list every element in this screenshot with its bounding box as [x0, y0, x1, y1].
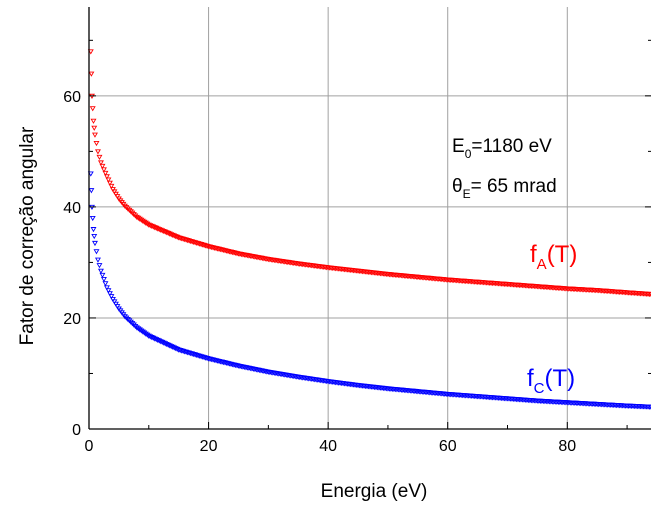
series-label-fc-rest: (T)	[545, 365, 576, 392]
data-point	[126, 318, 133, 324]
data-point	[89, 215, 96, 222]
data-point	[124, 206, 131, 212]
data-point	[127, 209, 134, 215]
x-tick-label: 0	[85, 438, 94, 455]
data-point	[100, 277, 107, 283]
data-point	[114, 304, 121, 310]
x-axis-label: Energia (eV)	[321, 481, 428, 502]
data-point	[126, 207, 133, 214]
data-point	[123, 315, 130, 321]
x-tick-label: 40	[319, 438, 337, 455]
data-point	[91, 240, 98, 247]
data-point	[97, 160, 104, 166]
x-tick-label: 20	[200, 438, 218, 455]
y-axis-label: Fator de correção angular	[17, 126, 38, 345]
series-label-fa-base: f	[530, 241, 537, 268]
y-tick-label: 20	[63, 311, 81, 328]
data-point	[121, 314, 128, 320]
data-point	[111, 299, 118, 305]
annotation-energy-rest: =1180 eV	[471, 136, 552, 157]
y-tick-label: 60	[63, 89, 81, 106]
data-point	[130, 322, 137, 328]
data-point	[97, 268, 104, 274]
data-point	[123, 205, 130, 211]
series-fa	[87, 49, 651, 298]
y-tick-label: 40	[63, 200, 81, 217]
annotation-energy-base: E	[452, 136, 465, 157]
data-point	[111, 189, 118, 195]
data-point	[102, 170, 109, 176]
data-point	[94, 257, 101, 263]
data-point	[94, 149, 101, 155]
data-point	[103, 174, 110, 180]
data-point	[105, 177, 112, 183]
data-point	[90, 118, 97, 124]
data-point	[108, 294, 115, 300]
data-point	[109, 187, 116, 193]
annotation-angle-sub: E	[463, 187, 471, 201]
annotation-angle: θE= 65 mrad	[452, 176, 557, 201]
x-tick-label: 80	[558, 438, 576, 455]
data-point	[132, 213, 139, 219]
data-point	[91, 132, 98, 138]
data-point	[112, 301, 119, 307]
series-label-fc: fC(T)	[527, 365, 575, 397]
annotation-angle-rest: = 65 mrad	[471, 176, 557, 197]
data-point	[648, 404, 651, 410]
data-point	[100, 167, 107, 173]
data-point	[99, 163, 106, 170]
data-point	[108, 183, 115, 190]
data-point	[88, 71, 95, 77]
axes	[88, 7, 651, 430]
data-point	[96, 263, 103, 269]
data-point	[87, 49, 94, 55]
data-point	[112, 191, 119, 197]
series-label-fa-sub: A	[537, 256, 547, 273]
data-point	[93, 249, 100, 255]
tick-labels: 0 20 40 60 80 0 20 40 60	[63, 89, 576, 455]
series-layer	[87, 49, 651, 410]
data-point	[88, 188, 95, 194]
data-point	[132, 323, 139, 330]
series-label-fc-sub: C	[534, 380, 545, 397]
data-point	[91, 125, 98, 131]
data-point	[129, 321, 136, 327]
data-point	[90, 227, 97, 233]
annotation-angle-base: θ	[452, 176, 463, 197]
data-point	[102, 281, 109, 287]
data-point	[109, 297, 116, 303]
annotation-energy: E0=1180 eV	[452, 136, 552, 161]
annotation-energy-sub: 0	[465, 147, 472, 161]
grid-lines	[89, 7, 651, 429]
series-label-fa-rest: (T)	[547, 241, 578, 268]
series-fc	[87, 171, 651, 410]
data-point	[89, 106, 96, 112]
series-label-fc-base: f	[527, 365, 534, 392]
data-point	[129, 210, 136, 216]
data-point	[124, 317, 131, 323]
data-point	[648, 292, 651, 298]
y-tick-label: 0	[72, 422, 81, 439]
data-point	[114, 194, 121, 200]
x-tick-label: 60	[439, 438, 457, 455]
data-point	[127, 319, 134, 325]
data-point	[106, 291, 113, 297]
series-label-fa: fA(T)	[530, 241, 577, 273]
data-point	[105, 288, 112, 294]
data-point	[121, 203, 128, 209]
data-point	[99, 272, 106, 279]
data-point	[130, 212, 137, 218]
data-point	[91, 233, 98, 240]
data-point	[96, 154, 103, 161]
data-point	[93, 140, 100, 147]
data-point	[87, 171, 94, 177]
data-point	[106, 180, 113, 186]
data-point	[103, 285, 110, 291]
